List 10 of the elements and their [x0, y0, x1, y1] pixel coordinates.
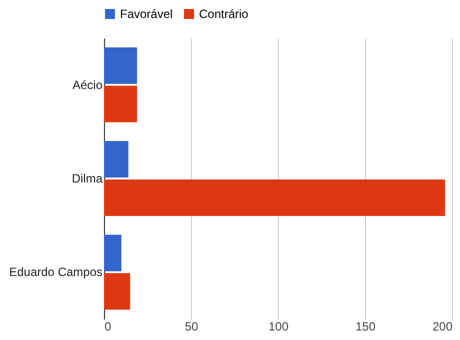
legend-label: Favorável	[120, 7, 173, 21]
x-tick-label: 150	[355, 320, 376, 334]
y-tick-label: Aécio	[72, 78, 103, 92]
y-tick-label: Dilma	[72, 172, 103, 186]
legend-label: Contrário	[199, 7, 249, 21]
x-tick-label: 50	[184, 320, 198, 334]
x-tick-label: 200	[432, 320, 453, 334]
x-tick-label: 100	[268, 320, 289, 334]
x-tick-label: 0	[104, 320, 112, 334]
y-tick-label: Eduardo Campos	[9, 265, 102, 280]
